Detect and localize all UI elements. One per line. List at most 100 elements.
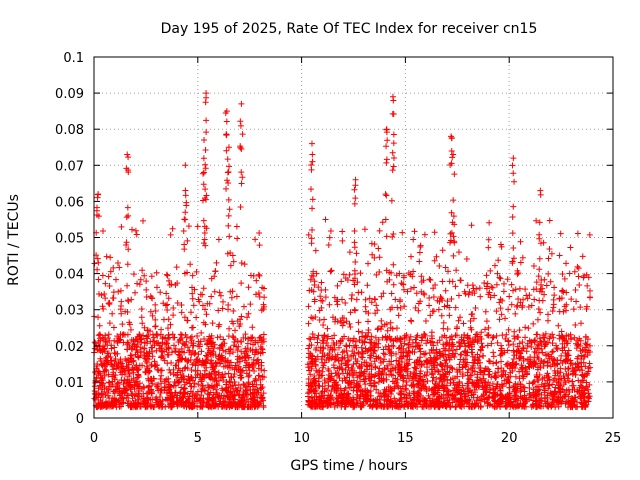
data-point	[438, 401, 445, 408]
data-point	[164, 394, 171, 401]
data-point	[158, 380, 165, 387]
data-point	[365, 318, 372, 325]
data-point	[383, 267, 390, 274]
data-point	[585, 274, 592, 281]
data-point	[414, 343, 421, 350]
data-point	[572, 287, 579, 294]
data-point	[94, 346, 101, 353]
data-point	[412, 304, 419, 311]
data-point	[513, 303, 520, 310]
data-point	[452, 403, 459, 410]
data-point	[473, 397, 480, 404]
data-point	[541, 358, 548, 365]
data-point	[366, 295, 373, 302]
data-point	[416, 357, 423, 364]
data-point	[489, 284, 496, 291]
data-point	[343, 359, 350, 366]
data-point	[382, 351, 389, 358]
data-point	[565, 377, 572, 384]
data-point	[563, 332, 570, 339]
data-point	[446, 304, 453, 311]
data-point	[255, 290, 262, 297]
data-point	[461, 340, 468, 347]
data-point	[214, 359, 221, 366]
data-point	[226, 163, 233, 170]
data-point	[414, 381, 421, 388]
data-point	[585, 347, 592, 354]
data-point	[490, 334, 497, 341]
data-point	[179, 394, 186, 401]
data-point	[229, 349, 236, 356]
data-point	[213, 389, 220, 396]
data-point	[463, 255, 470, 262]
data-point	[170, 304, 177, 311]
data-point	[545, 404, 552, 411]
data-point	[361, 338, 368, 345]
data-point	[400, 272, 407, 279]
data-point	[197, 370, 204, 377]
data-point	[131, 386, 138, 393]
data-point	[95, 332, 102, 339]
data-point	[338, 360, 345, 367]
data-point	[93, 343, 100, 350]
data-point	[428, 346, 435, 353]
data-point	[440, 372, 447, 379]
data-point	[498, 392, 505, 399]
data-point	[94, 266, 101, 273]
data-point	[416, 249, 423, 256]
data-point	[373, 340, 380, 347]
data-point	[215, 323, 222, 330]
data-point	[319, 404, 326, 411]
data-point	[369, 251, 376, 258]
data-point	[209, 343, 216, 350]
data-point	[339, 377, 346, 384]
data-point	[544, 317, 551, 324]
data-point	[583, 341, 590, 348]
data-point	[178, 301, 185, 308]
data-point	[488, 374, 495, 381]
data-point	[159, 397, 166, 404]
data-point	[137, 335, 144, 342]
data-point	[470, 391, 477, 398]
data-point	[550, 348, 557, 355]
data-point	[469, 282, 476, 289]
data-point	[389, 149, 396, 156]
data-point	[513, 360, 520, 367]
data-point	[237, 143, 244, 150]
data-point	[547, 363, 554, 370]
data-point	[497, 305, 504, 312]
data-point	[579, 377, 586, 384]
data-point	[130, 271, 137, 278]
data-point	[324, 394, 331, 401]
data-point	[169, 393, 176, 400]
data-point	[118, 223, 125, 230]
data-point	[341, 354, 348, 361]
data-point	[357, 270, 364, 277]
data-point	[534, 366, 541, 373]
data-point	[138, 305, 145, 312]
data-point	[549, 340, 556, 347]
data-point	[203, 311, 210, 318]
data-point	[242, 387, 249, 394]
data-point	[411, 228, 418, 235]
data-point	[464, 369, 471, 376]
data-point	[165, 295, 172, 302]
data-point	[489, 334, 496, 341]
data-point	[314, 402, 321, 409]
data-point	[572, 371, 579, 378]
data-point	[219, 401, 226, 408]
data-point	[374, 397, 381, 404]
data-point	[390, 261, 397, 268]
data-point	[149, 380, 156, 387]
data-point	[252, 337, 259, 344]
data-point	[413, 359, 420, 366]
data-point	[546, 217, 553, 224]
data-point	[538, 339, 545, 346]
data-point	[538, 277, 545, 284]
data-point	[450, 395, 457, 402]
data-point	[217, 398, 224, 405]
data-point	[442, 403, 449, 410]
data-point	[397, 336, 404, 343]
data-point	[331, 364, 338, 371]
data-point	[325, 241, 332, 248]
